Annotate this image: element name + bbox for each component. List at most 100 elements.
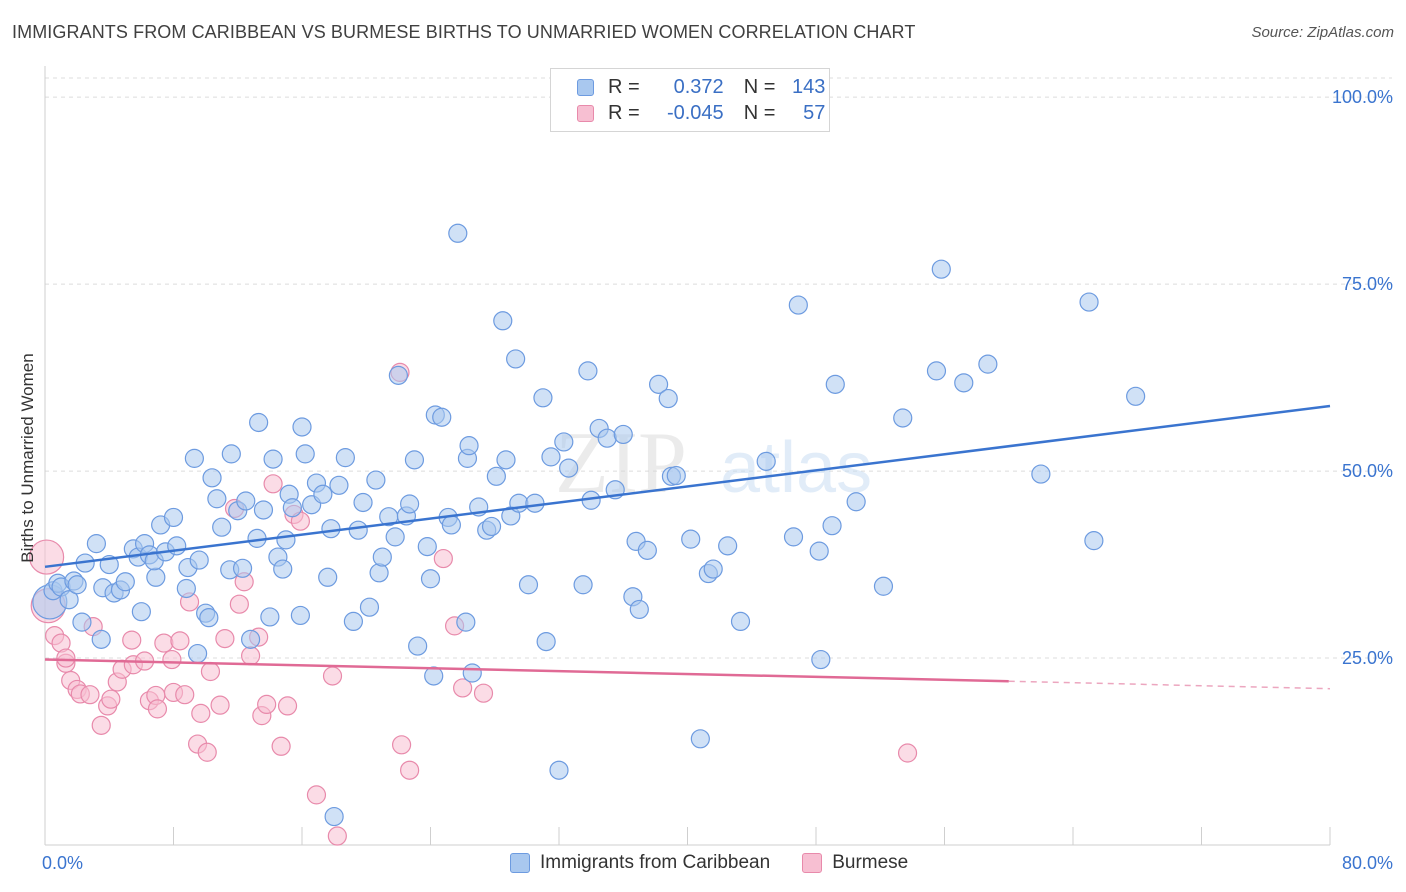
caribbean-point [400, 494, 420, 514]
burmese-point [147, 699, 168, 719]
caribbean-point [176, 578, 196, 599]
legend-row-caribbean: R = 0.372 N = 143 [577, 74, 825, 100]
series-swatch-burmese [802, 853, 823, 873]
caribbean-point [263, 449, 283, 469]
caribbean-point [1079, 292, 1099, 312]
caribbean-point [788, 295, 808, 315]
caribbean-point [318, 567, 338, 587]
caribbean-point [72, 612, 92, 632]
series-label-caribbean: Immigrants from Caribbean [540, 852, 771, 873]
caribbean-point [163, 507, 184, 528]
caribbean-point [292, 417, 312, 437]
caribbean-point [629, 599, 649, 620]
series-legend-burmese[interactable]: Burmese [802, 852, 908, 874]
caribbean-point [432, 407, 452, 427]
caribbean-point [926, 361, 947, 381]
burmese-point [175, 685, 195, 705]
y-tick-label: 25.0% [1342, 648, 1393, 668]
series-swatch-caribbean [510, 853, 530, 873]
caribbean-point [290, 605, 310, 626]
legend-n-value: 57 [803, 101, 826, 124]
legend-row-burmese: R = -0.045 N = 57 [577, 100, 825, 126]
burmese-point [191, 703, 211, 723]
burmese-point [257, 694, 277, 715]
burmese-point [200, 661, 221, 682]
burmese-point [271, 736, 291, 756]
caribbean-point [718, 536, 738, 556]
burmese-point [154, 633, 174, 653]
caribbean-point [518, 575, 539, 595]
caribbean-point [249, 412, 269, 433]
burmese-point [453, 678, 473, 698]
caribbean-point [493, 311, 513, 331]
caribbean-point [67, 575, 87, 595]
caribbean-point [554, 432, 574, 452]
caribbean-point [690, 729, 710, 749]
caribbean-point [525, 493, 545, 513]
caribbean-point [756, 451, 776, 471]
caribbean-point [1126, 386, 1146, 406]
caribbean-point [404, 450, 425, 470]
caribbean-point [348, 520, 368, 540]
caribbean-point [424, 666, 444, 686]
caribbean-point [59, 590, 79, 610]
caribbean-point [893, 408, 913, 428]
tick-labels: 25.0% 50.0% 75.0% 100.0% 0.0% 80.0% [42, 87, 1393, 873]
caribbean-point [202, 468, 222, 488]
caribbean-point [417, 537, 437, 557]
caribbean-point [146, 567, 166, 587]
y-tick-label: 50.0% [1342, 461, 1393, 481]
caribbean-point [353, 492, 373, 513]
caribbean-point [236, 491, 256, 511]
caribbean-point [462, 663, 482, 683]
caribbean-point [448, 223, 468, 243]
caribbean-point [343, 611, 363, 632]
caribbean-point [613, 424, 633, 445]
caribbean-point [369, 563, 389, 583]
burmese-point [897, 743, 918, 763]
caribbean-point [496, 450, 516, 470]
caribbean-point [730, 611, 751, 632]
caribbean-point [822, 516, 842, 536]
legend-n-value: 143 [792, 75, 826, 98]
caribbean-point [313, 484, 333, 504]
caribbean-point [658, 388, 678, 409]
caribbean-point [372, 547, 392, 567]
caribbean-point [273, 559, 293, 579]
axes [44, 66, 1331, 846]
caribbean-point [335, 448, 355, 468]
caribbean-point [536, 631, 556, 652]
caribbean-points [32, 223, 1146, 827]
caribbean-point [184, 448, 204, 468]
caribbean-point [253, 500, 274, 520]
series-legend-caribbean[interactable]: Immigrants from Caribbean [510, 852, 770, 874]
series-label-burmese: Burmese [832, 852, 909, 873]
caribbean-point [207, 489, 227, 509]
caribbean-point [578, 361, 598, 381]
caribbean-point [232, 558, 253, 578]
caribbean-point [189, 550, 209, 570]
caribbean-point [825, 374, 845, 394]
legend-r-label: R = [608, 75, 640, 98]
caribbean-point [385, 527, 405, 547]
burmese-point [56, 648, 76, 668]
burmese-point [215, 629, 235, 649]
caribbean-point [809, 541, 829, 561]
caribbean-point [212, 517, 232, 537]
burmese-point [162, 649, 182, 670]
burmese-point [241, 646, 261, 666]
caribbean-point [954, 373, 974, 393]
caribbean-point [366, 470, 386, 490]
caribbean-point [408, 636, 428, 656]
caribbean-point [295, 444, 315, 464]
caribbean-point [541, 447, 561, 467]
y-axis-label: Births to Unmarried Women [18, 353, 37, 563]
caribbean-point [388, 365, 408, 385]
burmese-trend-extension [1008, 680, 1331, 690]
caribbean-point [321, 519, 341, 539]
caribbean-point [420, 569, 441, 589]
burmese-point [263, 474, 283, 494]
caribbean-point [441, 515, 461, 535]
x-tick-label: 80.0% [1342, 853, 1393, 873]
